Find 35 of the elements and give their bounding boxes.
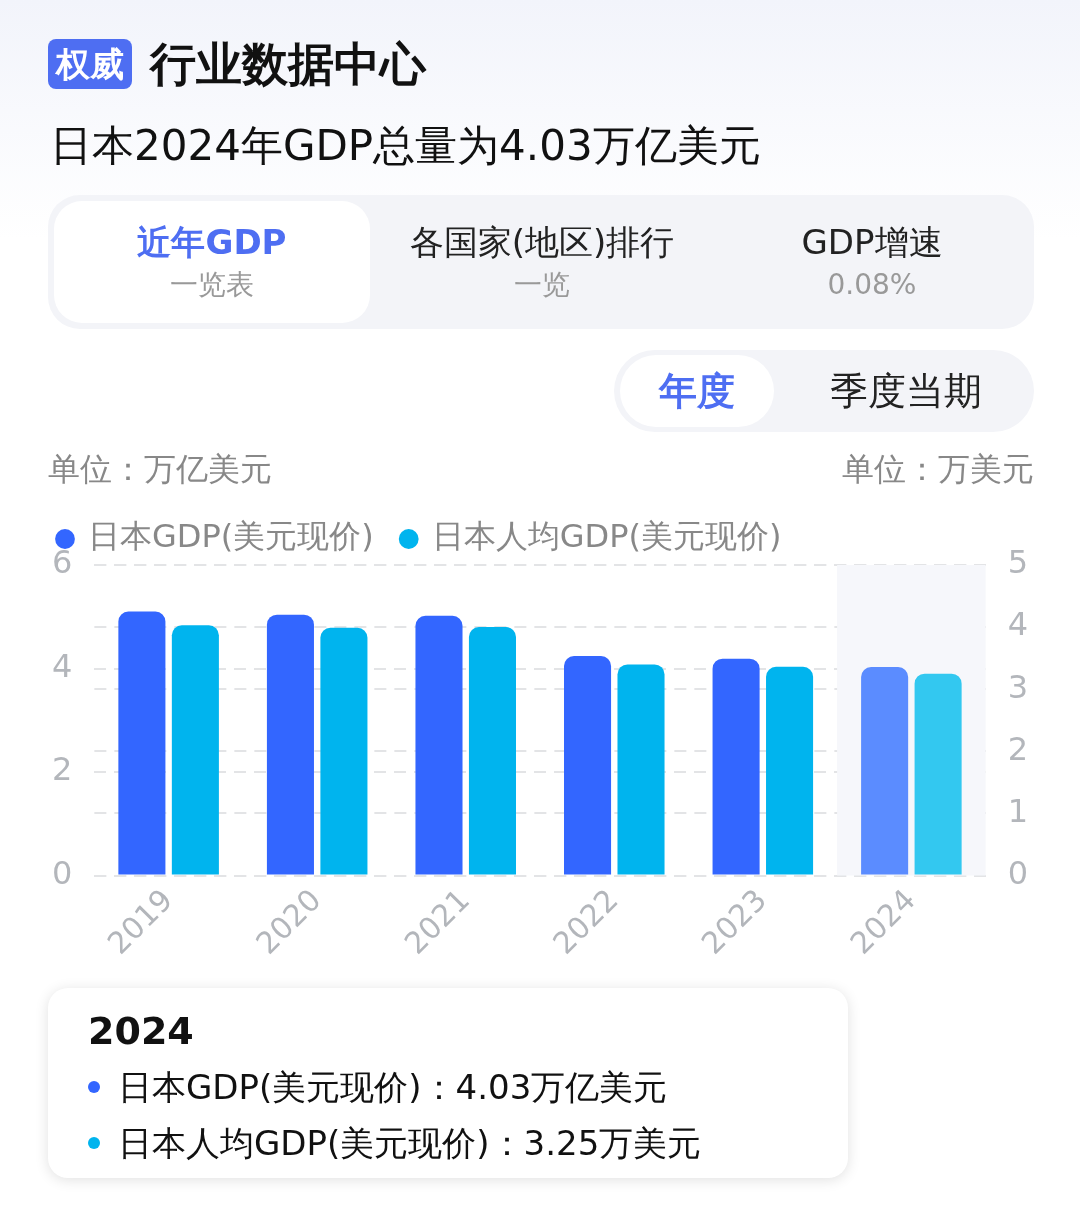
bar	[171, 625, 219, 875]
legend-label: 日本人均GDP(美元现价)	[431, 517, 782, 556]
y-tick-label: 4	[52, 646, 73, 685]
chart-title: 日本2024年GDP总量为4.03万亿美元	[50, 120, 761, 172]
y2-tick-label: 4	[1007, 605, 1028, 644]
y-tick-label: 6	[52, 543, 73, 582]
toggle-button[interactable]: 季度当期	[784, 355, 1028, 427]
y2-tick-label: 0	[1007, 853, 1028, 892]
tab-button[interactable]: 近年GDP 一览表	[54, 201, 370, 323]
bar	[415, 615, 463, 875]
tooltip-box: 2024 日本GDP(美元现价)：4.03万亿美元 日本人均GDP(美元现价)：3.25万美元	[48, 988, 848, 1178]
bar	[266, 614, 314, 875]
badge: 权威	[48, 39, 132, 89]
y-tick-label: 2	[52, 750, 73, 789]
y2-tick-label: 1	[1007, 791, 1028, 830]
bar	[914, 673, 962, 875]
legend-label: 日本GDP(美元现价)	[88, 517, 374, 556]
bar	[468, 627, 516, 875]
y2-tick-label: 3	[1007, 667, 1028, 706]
bar	[617, 664, 665, 875]
y-tick-label: 0	[52, 853, 73, 892]
bar	[118, 611, 166, 875]
tab-button[interactable]: GDP增速 0.08%	[714, 201, 1030, 323]
text: 行业数据中心	[150, 36, 426, 93]
y-axis-title: 单位：万亿美元	[48, 449, 272, 490]
bar	[766, 666, 814, 875]
y2-tick-label: 5	[1007, 543, 1028, 582]
tab-button[interactable]: 各国家(地区)排行 一览	[384, 201, 700, 323]
y2-tick-label: 2	[1007, 729, 1028, 768]
bar	[861, 666, 909, 875]
y2-axis-title: 单位：万美元	[842, 449, 1034, 490]
bar	[320, 627, 368, 875]
bar	[712, 658, 760, 875]
bar	[564, 656, 612, 875]
toggle-button[interactable]: 年度	[620, 355, 774, 427]
